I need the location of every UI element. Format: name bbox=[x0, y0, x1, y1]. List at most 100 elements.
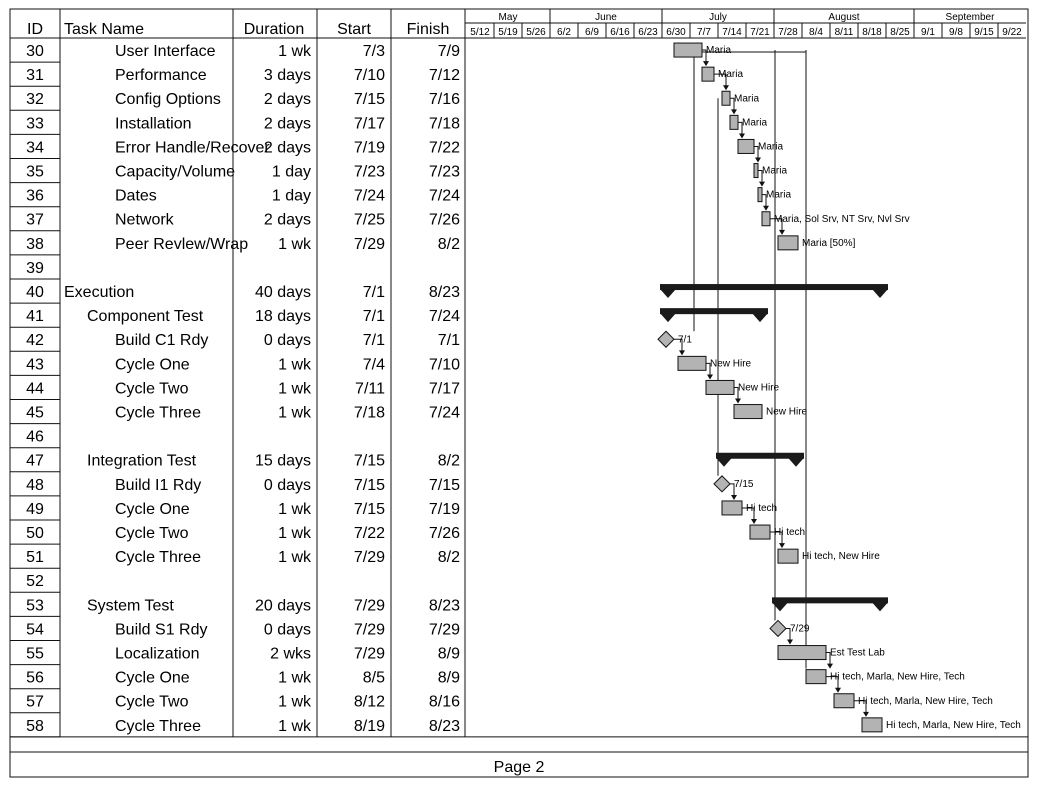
task-bar bbox=[733, 404, 763, 420]
month-label: June bbox=[595, 12, 617, 23]
summary-bar bbox=[660, 308, 768, 315]
task-start: 8/12 bbox=[354, 694, 385, 711]
dependency-arrow bbox=[679, 350, 685, 356]
task-rows: 30 User Interface 1 wk 7/3 7/9 31 Performance 3… bbox=[26, 43, 460, 735]
dependency-arrow bbox=[779, 543, 785, 549]
task-start: 7/1 bbox=[363, 308, 385, 325]
task-name: Performance bbox=[115, 67, 207, 84]
dependency-line bbox=[714, 73, 727, 88]
task-name: Cycle Two bbox=[115, 525, 189, 542]
resource-label: Maria bbox=[758, 141, 783, 152]
task-start: 7/29 bbox=[354, 646, 385, 663]
dependency-arrow bbox=[759, 181, 765, 187]
dependency-line bbox=[730, 97, 735, 112]
resource-label: Maria bbox=[706, 45, 731, 56]
task-id: 45 bbox=[26, 405, 44, 422]
dependency-arrow bbox=[735, 398, 741, 404]
task-name: Config Options bbox=[115, 91, 221, 108]
task-bar bbox=[777, 645, 827, 661]
task-id: 57 bbox=[26, 694, 44, 711]
resource-label: Hi tech, Marla, New Hire, Tech bbox=[858, 696, 993, 707]
task-finish: 7/29 bbox=[429, 621, 460, 638]
task-finish: 7/10 bbox=[429, 356, 460, 373]
summary-end-cap bbox=[752, 313, 768, 323]
task-finish: 7/26 bbox=[429, 525, 460, 542]
dependency-arrow bbox=[707, 374, 713, 380]
task-id: 44 bbox=[26, 380, 44, 397]
task-duration: 0 days bbox=[264, 332, 311, 349]
summary-bar bbox=[716, 452, 804, 459]
month-label: August bbox=[828, 12, 859, 23]
resource-label: Maria [50%] bbox=[802, 238, 856, 249]
dependency-arrow bbox=[787, 639, 793, 645]
week-label: 7/21 bbox=[750, 27, 770, 38]
dependency-arrow bbox=[863, 711, 869, 717]
dependency-arrow bbox=[827, 663, 833, 669]
dependency-line bbox=[770, 531, 783, 546]
summary-end-cap bbox=[660, 313, 676, 323]
task-start: 7/4 bbox=[363, 356, 385, 373]
task-id: 55 bbox=[26, 646, 44, 663]
task-bar bbox=[721, 500, 743, 516]
task-start: 7/22 bbox=[354, 525, 385, 542]
task-start: 7/23 bbox=[354, 164, 385, 181]
task-duration: 20 days bbox=[255, 597, 311, 614]
task-bar bbox=[861, 717, 883, 733]
task-bar bbox=[729, 114, 739, 130]
task-finish: 8/9 bbox=[438, 670, 460, 687]
task-duration: 1 day bbox=[272, 188, 311, 205]
dependency-arrow bbox=[751, 519, 757, 525]
task-finish: 7/22 bbox=[429, 139, 460, 156]
task-name: Build C1 Rdy bbox=[115, 332, 208, 349]
table-grid bbox=[9, 8, 1029, 778]
resource-label: New Hire bbox=[766, 407, 808, 418]
task-name: Peer Revlew/Wrap bbox=[115, 236, 248, 253]
task-duration: 0 days bbox=[264, 621, 311, 638]
task-name: Integration Test bbox=[87, 453, 197, 470]
task-finish: 7/9 bbox=[438, 43, 460, 60]
task-id: 46 bbox=[26, 429, 44, 446]
task-name: Cycle One bbox=[115, 670, 190, 687]
task-bar bbox=[721, 90, 731, 106]
task-duration: 1 wk bbox=[278, 501, 312, 518]
task-bar bbox=[757, 187, 763, 203]
task-finish: 7/1 bbox=[438, 332, 460, 349]
resource-label: Hi tech, New Hire bbox=[802, 551, 880, 562]
task-duration: 0 days bbox=[264, 477, 311, 494]
summary-bar bbox=[772, 597, 888, 604]
table-header: ID Task Name Duration Start Finish bbox=[27, 21, 449, 38]
week-label: 6/9 bbox=[585, 27, 599, 38]
task-id: 33 bbox=[26, 115, 44, 132]
dependency-line bbox=[730, 483, 735, 497]
task-id: 51 bbox=[26, 549, 44, 566]
week-label: 7/7 bbox=[697, 27, 711, 38]
task-id: 56 bbox=[26, 670, 44, 687]
task-duration: 1 wk bbox=[278, 694, 312, 711]
task-name: Build S1 Rdy bbox=[115, 621, 208, 638]
column-header-start: Start bbox=[337, 21, 371, 38]
dependency-arrow bbox=[755, 157, 761, 163]
summary-bar bbox=[660, 284, 888, 291]
task-finish: 8/2 bbox=[438, 549, 460, 566]
task-name: Cycle Three bbox=[115, 549, 201, 566]
task-bar bbox=[777, 235, 799, 251]
task-id: 52 bbox=[26, 573, 44, 590]
summary-end-cap bbox=[660, 289, 676, 299]
week-label: 6/30 bbox=[666, 27, 686, 38]
task-id: 30 bbox=[26, 43, 44, 60]
column-header-finish: Finish bbox=[407, 21, 450, 38]
week-label: 5/19 bbox=[498, 27, 518, 38]
task-start: 7/1 bbox=[363, 332, 385, 349]
task-bar bbox=[673, 42, 703, 58]
resource-label: Maria bbox=[762, 166, 787, 177]
task-finish: 8/23 bbox=[429, 718, 460, 735]
task-bar bbox=[701, 66, 715, 82]
dependency-line bbox=[738, 121, 743, 136]
task-start: 7/25 bbox=[354, 212, 385, 229]
task-duration: 1 wk bbox=[278, 43, 312, 60]
task-duration: 2 wks bbox=[270, 646, 311, 663]
task-bar bbox=[677, 355, 707, 371]
task-duration: 2 days bbox=[264, 115, 311, 132]
dependency-arrow bbox=[723, 85, 729, 91]
